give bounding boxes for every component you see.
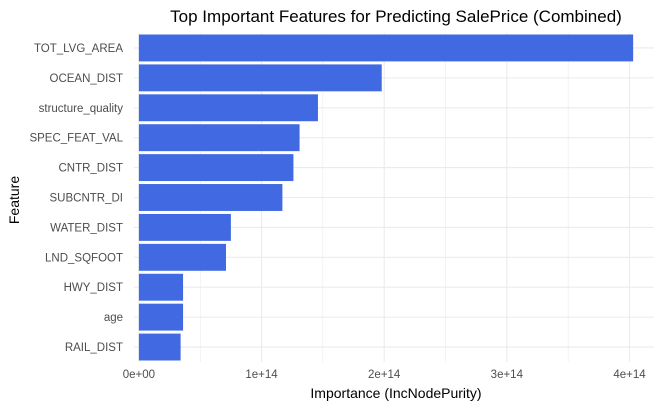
x-tick-label: 2e+14 [368, 369, 401, 381]
y-tick-label: CNTR_DIST [58, 163, 123, 175]
chart-title: Top Important Features for Predicting Sa… [170, 7, 622, 26]
bar-cntr-dist [138, 154, 294, 182]
y-tick-label: LND_SQFOOT [45, 252, 123, 264]
x-tick-label: 3e+14 [491, 369, 524, 381]
x-axis-label: Importance (IncNodePurity) [310, 385, 481, 401]
bar-hwy-dist [138, 273, 184, 301]
bar-rail-dist [138, 333, 181, 361]
bar-water-dist [138, 213, 231, 241]
y-axis-label: Feature [6, 176, 22, 224]
y-tick-label: HWY_DIST [64, 282, 123, 294]
bar-ocean-dist [138, 64, 382, 92]
bar-subcntr-di [138, 184, 283, 211]
x-tick-labels: 0e+00 1e+14 2e+14 3e+14 4e+14 [123, 369, 646, 381]
x-tick-label: 0e+00 [123, 369, 155, 381]
y-tick-label: SPEC_FEAT_VAL [29, 133, 123, 145]
bar-tot-lvg-area [138, 34, 634, 62]
y-tick-labels: TOT_LVG_AREA OCEAN_DIST structure_quality S… [29, 43, 123, 354]
y-tick-label: age [104, 312, 123, 324]
bar-age [138, 303, 184, 331]
y-tick-label: structure_quality [39, 103, 124, 115]
bars [138, 34, 634, 361]
bar-structure-quality [138, 94, 318, 122]
x-tick-label: 4e+14 [613, 369, 646, 381]
y-tick-label: OCEAN_DIST [50, 73, 124, 85]
y-tick-label: RAIL_DIST [65, 342, 123, 354]
x-tick-label: 1e+14 [245, 369, 278, 381]
bar-spec-feat-val [138, 124, 300, 152]
y-tick-label: SUBCNTR_DI [50, 193, 123, 205]
y-tick-label: WATER_DIST [50, 222, 123, 234]
bar-lnd-sqfoot [138, 243, 226, 271]
y-tick-label: TOT_LVG_AREA [34, 43, 123, 55]
